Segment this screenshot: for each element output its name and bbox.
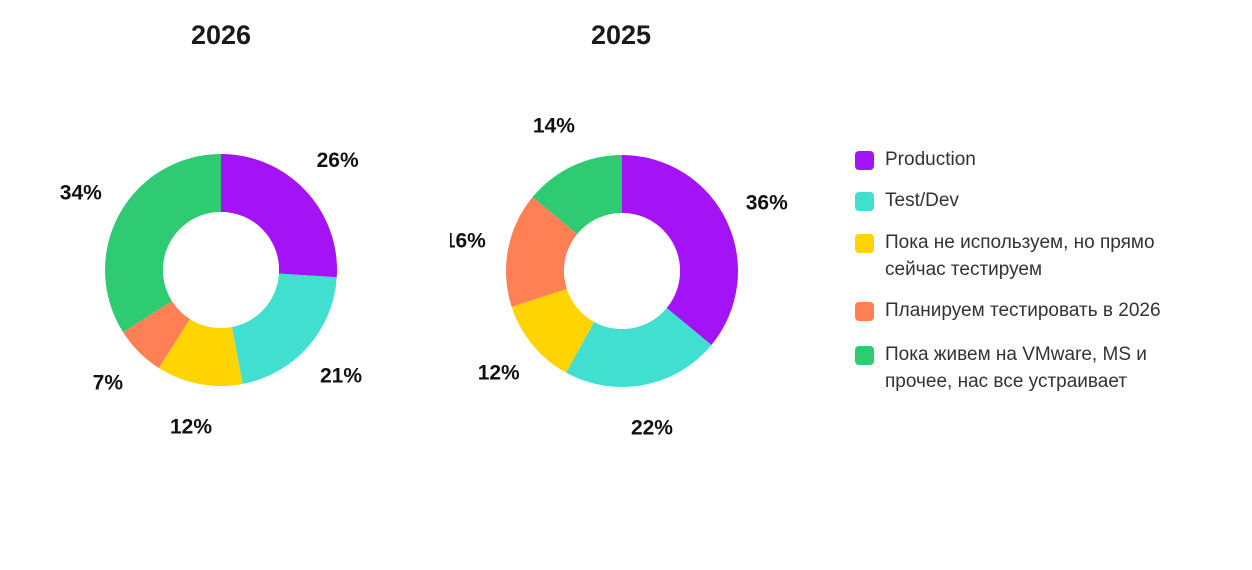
legend-label: Test/Dev <box>885 190 959 211</box>
legend-swatch <box>855 302 874 321</box>
donut-slice-2025-1 <box>622 155 738 345</box>
chart-title-2026: 2026 <box>190 20 252 50</box>
donut-chart-2026: 26% 21% 12% 7% 34% <box>60 149 363 439</box>
data-label-2026-1: 26% <box>317 149 359 172</box>
data-label-2026-4: 7% <box>93 372 124 395</box>
legend-label: Пока не используем, но прямо сейчас тест… <box>885 232 1155 280</box>
legend-item-plan-2026: Планируем тестировать в 2026 <box>855 297 1215 324</box>
donut-slice-2026-5 <box>104 154 221 333</box>
legend-label: Пока живем на VMware, MS и прочее, нас в… <box>885 344 1147 392</box>
donut-slice-2025-3 <box>511 288 595 373</box>
donut-slice-2025-5 <box>532 155 622 235</box>
legend-item-test-dev: Test/Dev <box>855 187 1215 214</box>
legend-swatch <box>855 346 874 365</box>
data-label-2026-3: 12% <box>170 416 212 439</box>
legend-swatch <box>855 234 874 253</box>
donut-hole <box>564 213 680 329</box>
donut-chart-2025: 36% 22% 12% 16% 14% <box>450 115 788 440</box>
legend-item-testing-now: Пока не используем, но прямо сейчас тест… <box>855 229 1215 283</box>
data-label-2025-5: 14% <box>533 115 575 138</box>
chart-title-2025: 2025 <box>590 20 652 50</box>
legend-swatch <box>855 192 874 211</box>
legend-label: Планируем тестировать в 2026 <box>885 300 1161 321</box>
data-label-2025-1: 36% <box>746 191 788 214</box>
legend-label: Production <box>885 149 976 170</box>
data-label-2025-4: 16% <box>450 230 486 253</box>
data-label-2026-5: 34% <box>60 181 102 204</box>
donut-slice-2026-2 <box>231 273 337 384</box>
donut-slice-2026-1 <box>221 154 337 278</box>
data-label-2026-2: 21% <box>320 364 362 387</box>
legend-item-production: Production <box>855 146 1215 173</box>
donut-slice-2025-2 <box>566 307 712 388</box>
donut-slice-2026-4 <box>123 301 190 368</box>
legend-swatch <box>855 151 874 170</box>
donut-hole <box>163 212 279 328</box>
data-label-2025-2: 22% <box>631 417 673 440</box>
legend-item-vmware-ms: Пока живем на VMware, MS и прочее, нас в… <box>855 341 1215 395</box>
donut-slice-2026-3 <box>158 318 243 386</box>
donut-slice-2025-4 <box>506 197 578 307</box>
data-label-2025-3: 12% <box>478 361 520 384</box>
